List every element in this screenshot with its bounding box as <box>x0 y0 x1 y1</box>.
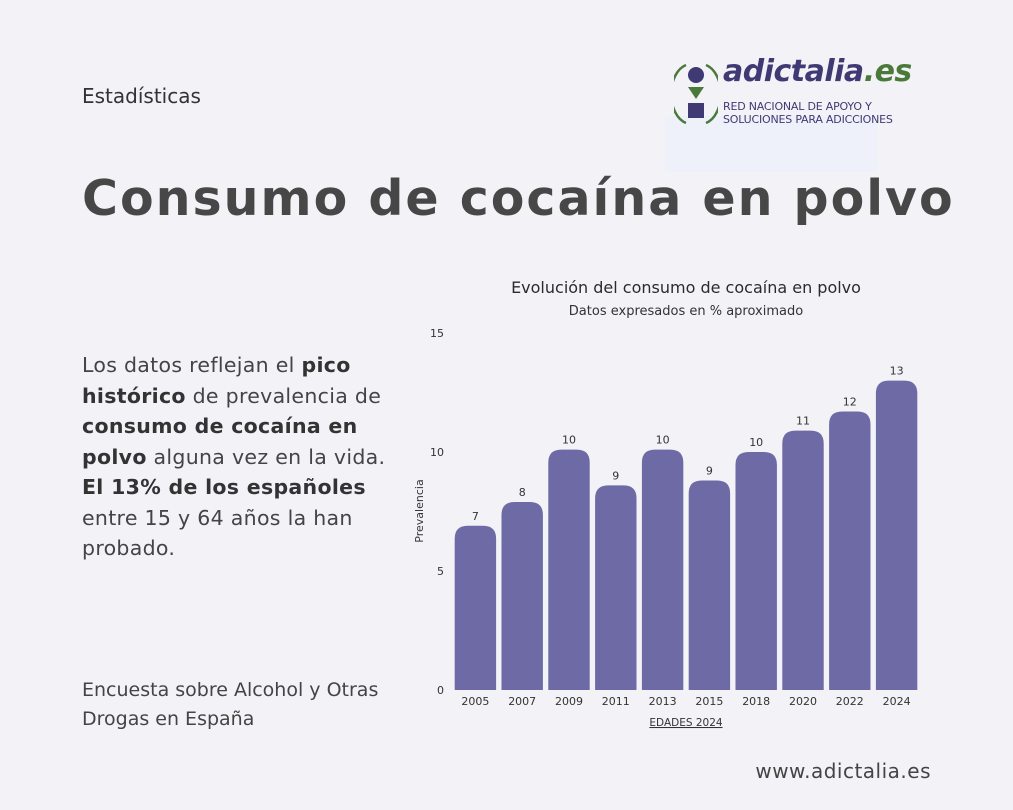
chart-subtitle: Datos expresados en % aproximado <box>569 304 803 319</box>
description-highlight: El 13% de los españoles <box>82 475 366 499</box>
y-tick-label: 10 <box>430 446 444 459</box>
logo-tagline: RED NACIONAL DE APOYO Y SOLUCIONES PARA … <box>723 100 893 126</box>
bar-2009 <box>548 449 590 690</box>
website-link[interactable]: www.adictalia.es <box>755 759 931 783</box>
chart-title: Evolución del consumo de cocaína en polv… <box>511 278 861 297</box>
logo-background <box>665 116 878 172</box>
data-label-2007: 8 <box>519 486 526 499</box>
description-segment: Los datos reflejan el <box>82 353 302 377</box>
logo-wordmark: adictalia.es <box>723 54 912 89</box>
x-axis-label: EDADES 2024 <box>649 717 722 729</box>
brand-logo[interactable]: adictalia.es RED NACIONAL DE APOYO Y SOL… <box>665 54 920 172</box>
y-tick-label: 0 <box>437 684 444 697</box>
data-label-2022: 12 <box>843 396 857 409</box>
data-label-2013: 10 <box>656 434 670 447</box>
bar-2013 <box>641 449 684 690</box>
x-tick-label-2009: 2009 <box>555 695 583 708</box>
x-tick-label-2011: 2011 <box>602 695 630 708</box>
bar-chart: Evolución del consumo de cocaína en polv… <box>413 278 918 729</box>
data-label-2011: 9 <box>612 469 619 482</box>
bar-2024 <box>875 380 918 690</box>
bar-2011 <box>595 485 637 690</box>
bar-series <box>454 380 918 690</box>
x-tick-label-2005: 2005 <box>461 695 489 708</box>
data-label-2018: 10 <box>749 436 763 449</box>
y-axis-label: Prevalencia <box>413 479 426 542</box>
page-title: Consumo de cocaína en polvo <box>82 170 955 227</box>
x-tick-label-2022: 2022 <box>836 695 864 708</box>
description-text: Los datos reflejan el pico histórico de … <box>82 350 402 564</box>
logo-tagline-line-2: SOLUCIONES PARA ADICCIONES <box>723 113 893 126</box>
x-tick-label-2015: 2015 <box>695 695 723 708</box>
x-axis-ticks: 2005 2007 2009 2011 2013 2015 2018 2020 2022 2024 <box>461 695 910 708</box>
description-segment: alguna vez en la vida. <box>146 444 386 469</box>
data-label-2005: 7 <box>472 510 479 523</box>
data-label-2015: 9 <box>706 465 713 478</box>
data-label-2020: 11 <box>796 415 810 428</box>
logo-tld-text: .es <box>863 54 913 89</box>
data-label-2024: 13 <box>890 365 904 378</box>
logo-tagline-line-1: RED NACIONAL DE APOYO Y <box>723 100 872 113</box>
logo-emblem-icon <box>674 63 718 125</box>
section-label: Estadísticas <box>82 84 201 108</box>
description-highlight: pico histórico <box>82 353 351 408</box>
y-tick-label: 5 <box>437 565 444 578</box>
data-labels: 7 8 10 9 10 9 10 11 12 13 <box>472 365 904 523</box>
logo-brand-text: adictalia <box>723 54 864 89</box>
data-label-2009: 10 <box>562 434 576 447</box>
bar-2018 <box>735 452 777 690</box>
bar-2015 <box>688 480 731 690</box>
bar-2020 <box>782 430 824 690</box>
x-tick-label-2018: 2018 <box>742 695 770 708</box>
y-axis-ticks: 0 5 10 15 <box>430 327 444 697</box>
bar-2007 <box>501 501 543 690</box>
description-highlight: consumo de cocaína en polvo <box>82 414 358 469</box>
bar-2005 <box>454 525 497 690</box>
y-tick-label: 15 <box>430 327 444 340</box>
x-tick-label-2020: 2020 <box>789 695 817 708</box>
x-tick-label-2007: 2007 <box>508 695 536 708</box>
x-tick-label-2024: 2024 <box>883 695 911 708</box>
x-tick-label-2013: 2013 <box>649 695 677 708</box>
bar-2022 <box>829 411 871 690</box>
description-segment: entre 15 y 64 años la han probado. <box>82 505 353 561</box>
source-note: Encuesta sobre Alcohol y Otras Drogas en… <box>82 679 379 730</box>
description-segment: de prevalencia de <box>185 383 382 408</box>
